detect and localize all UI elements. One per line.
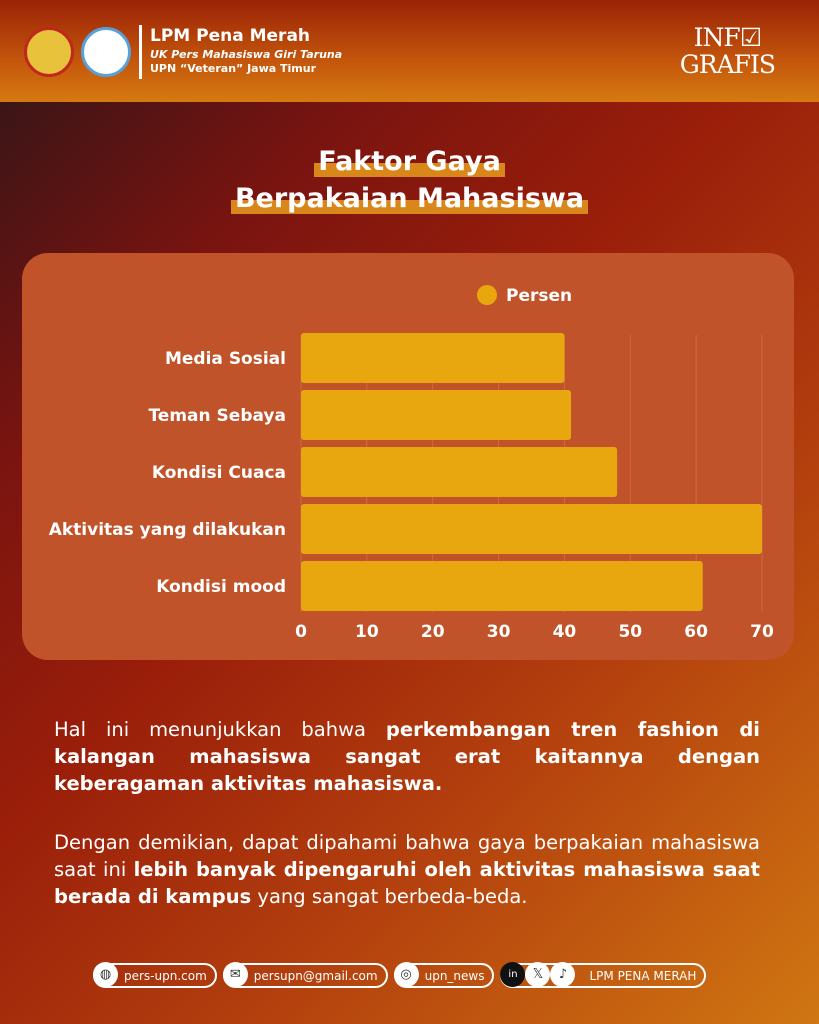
legend-marker <box>477 285 497 305</box>
instagram-icon: ◎ <box>393 962 419 987</box>
mail-icon: ✉ <box>222 962 248 987</box>
bar <box>301 561 703 611</box>
organization-logo <box>81 27 131 77</box>
globe-icon: ◍ <box>93 962 118 987</box>
bar <box>301 504 762 554</box>
legend-label: Persen <box>506 286 572 306</box>
org-university: UPN “Veteran” Jawa Timur <box>150 62 317 75</box>
x-tick-label: 60 <box>684 622 708 642</box>
category-label: Aktivitas yang dilakukan <box>49 520 286 540</box>
x-tick-label: 40 <box>553 622 577 642</box>
x-tick-label: 10 <box>355 622 379 642</box>
email-link[interactable]: ✉ persupn@gmail.com <box>222 962 388 988</box>
paragraph-2: Dengan demikian, dapat dipahami bahwa ga… <box>54 831 760 908</box>
x-tick-label: 50 <box>618 622 642 642</box>
divider <box>139 25 142 79</box>
tiktok-icon: ♪ <box>550 962 576 987</box>
category-label: Teman Sebaya <box>148 406 286 426</box>
linkedin-icon: in <box>500 962 526 987</box>
x-tick-label: 70 <box>750 622 774 642</box>
header: LPM Pena Merah UK Pers Mahasiswa Giri Ta… <box>0 0 819 102</box>
footer: ◍ pers-upn.com ✉ persupn@gmail.com ◎ upn_ne… <box>93 962 707 988</box>
category-label: Kondisi mood <box>156 577 286 597</box>
social-link[interactable]: in 𝕏 ♪ LPM PENA MERAH <box>500 962 707 988</box>
page-title: Faktor Gaya Berpakaian Mahasiswa <box>0 143 819 217</box>
bar-chart: 0 10 20 30 40 50 60 70 Media Sosial Teman Sebaya K… <box>49 285 774 642</box>
bar <box>301 390 572 440</box>
university-logo <box>24 27 74 77</box>
instagram-link[interactable]: ◎ upn_news <box>393 962 495 988</box>
x-tick-label: 0 <box>295 622 307 642</box>
check-box-icon: ☑ <box>739 23 762 52</box>
x-tick-label: 20 <box>421 622 445 642</box>
infografis-badge: INF☑ GRAFIS <box>679 23 776 79</box>
x-icon: 𝕏 <box>525 962 551 987</box>
category-label: Media Sosial <box>165 349 286 369</box>
bar <box>301 333 565 383</box>
org-sub: UK Pers Mahasiswa Giri Taruna <box>150 48 343 61</box>
category-label: Kondisi Cuaca <box>152 463 286 483</box>
paragraph-1: Hal ini menunjukkan bahwa perkembangan t… <box>54 718 760 795</box>
bar <box>301 447 618 497</box>
website-link[interactable]: ◍ pers-upn.com <box>93 962 217 988</box>
x-tick-label: 30 <box>487 622 511 642</box>
org-name: LPM Pena Merah <box>150 26 311 46</box>
